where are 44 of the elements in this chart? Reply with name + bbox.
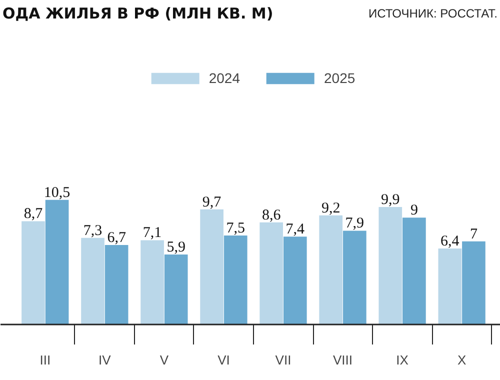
bar bbox=[200, 209, 224, 324]
data-label: 10,5 bbox=[44, 184, 70, 201]
bar bbox=[81, 238, 104, 324]
data-label: 9,2 bbox=[321, 200, 340, 216]
data-label: 7,4 bbox=[286, 222, 306, 238]
data-label: 7,1 bbox=[142, 225, 162, 242]
x-tick-label: VI bbox=[218, 352, 230, 368]
data-label: 9,9 bbox=[381, 192, 400, 208]
x-tick-label: V bbox=[160, 352, 169, 368]
data-label: 7 bbox=[470, 226, 478, 242]
bar bbox=[22, 221, 45, 324]
bar bbox=[378, 207, 402, 324]
legend-label: 2024 bbox=[208, 70, 240, 86]
bar bbox=[224, 235, 248, 324]
bar bbox=[164, 254, 188, 324]
bar bbox=[343, 230, 366, 324]
x-tick-label: X bbox=[457, 352, 466, 368]
bar bbox=[319, 215, 343, 324]
chart-title: ОДА ЖИЛЬЯ В РФ (МЛН КВ. М) bbox=[2, 4, 274, 22]
bar bbox=[45, 200, 69, 324]
data-label: 6,7 bbox=[107, 230, 126, 246]
bar bbox=[283, 236, 307, 324]
bar bbox=[140, 240, 164, 324]
legend-label: 2025 bbox=[324, 70, 356, 86]
data-label: 6,4 bbox=[440, 234, 460, 250]
text: ИСТОЧНИК: РОССТАТ. bbox=[368, 6, 498, 20]
data-label: 7,9 bbox=[345, 216, 364, 232]
x-tick-label: IX bbox=[396, 352, 409, 368]
x-tick-label: VII bbox=[275, 352, 292, 368]
data-label: 8,7 bbox=[24, 206, 44, 222]
data-label: 7,5 bbox=[226, 220, 245, 236]
x-tick-label: III bbox=[40, 352, 51, 368]
bar bbox=[402, 218, 426, 324]
x-tick-label: VIII bbox=[333, 352, 353, 368]
bar bbox=[260, 222, 283, 324]
data-label: 9,7 bbox=[202, 194, 222, 210]
bar bbox=[438, 248, 462, 324]
x-tick-label: IV bbox=[98, 352, 112, 368]
bar bbox=[104, 244, 128, 324]
data-label: 8,6 bbox=[262, 207, 282, 224]
data-label: 5,9 bbox=[166, 239, 186, 256]
data-label: 9 bbox=[410, 202, 418, 219]
data-label: 7,3 bbox=[83, 222, 102, 239]
bar bbox=[462, 241, 486, 324]
